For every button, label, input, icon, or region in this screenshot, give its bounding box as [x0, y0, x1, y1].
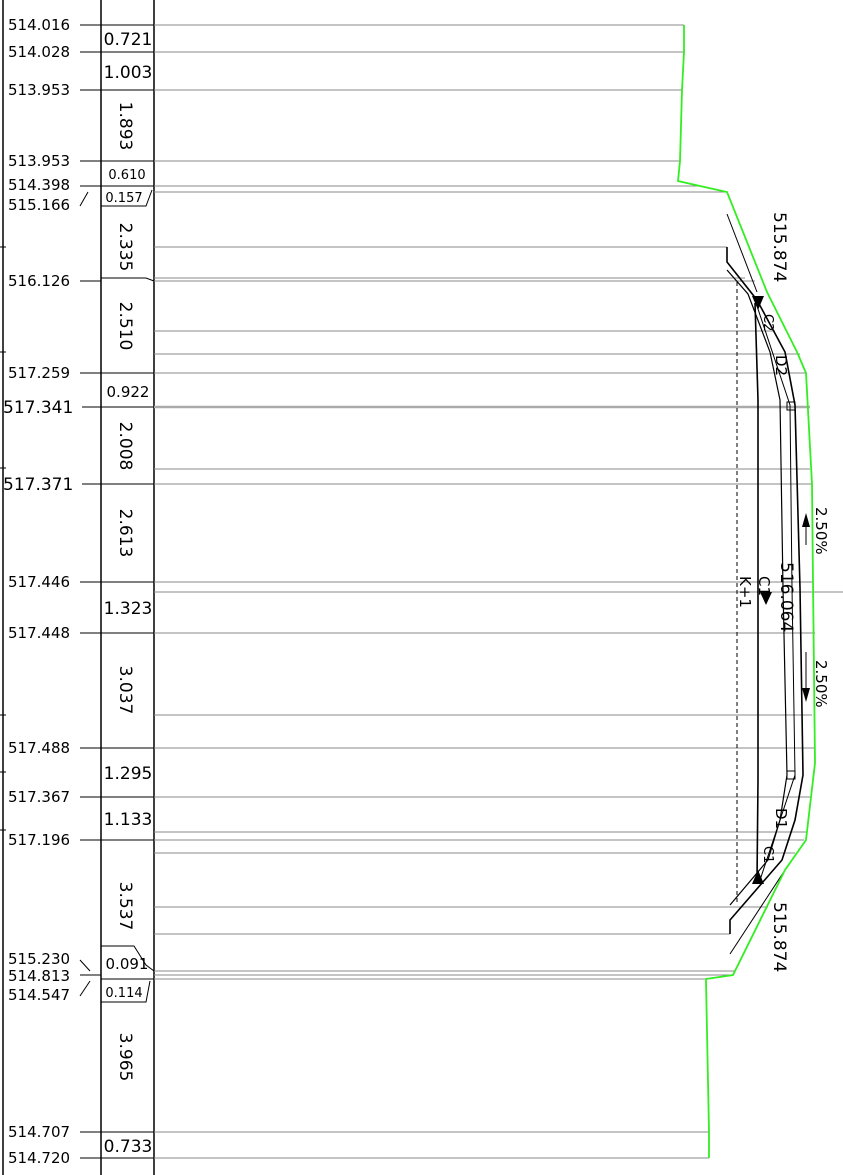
lower-edge-marker	[786, 770, 796, 780]
lower-curb-marker	[752, 870, 764, 884]
top-elevation-label: 515.874	[769, 212, 789, 282]
distance-label: 3.965	[115, 1033, 135, 1082]
elevation-label: 513.953	[8, 81, 70, 99]
center-mark-label: K+1	[736, 576, 754, 608]
distance-label: 0.922	[107, 383, 150, 401]
distance-label: 1.133	[104, 810, 153, 830]
distance-label: 1.295	[104, 764, 153, 784]
elevation-label: 517.196	[8, 831, 70, 849]
column-dividers	[101, 24, 155, 1159]
elevation-label: 514.707	[8, 1123, 70, 1141]
upper-curb-label: C2	[760, 314, 775, 331]
elevation-label: 514.813	[8, 967, 70, 985]
elevation-label: 517.367	[8, 788, 70, 806]
center-elevation-label: 516.064	[776, 562, 796, 632]
distance-label: 3.037	[115, 666, 135, 715]
sub-base-line	[754, 299, 796, 881]
elevation-label: 517.488	[8, 739, 70, 757]
distance-label: 0.157	[105, 191, 142, 206]
elevation-label: 514.016	[8, 16, 70, 34]
lower-curb-label: C1	[760, 846, 775, 863]
elevation-label: 516.126	[8, 272, 70, 290]
lower-cutoff-line	[729, 869, 786, 955]
elevation-label: 517.371	[3, 475, 73, 495]
distance-label: 2.335	[115, 223, 135, 272]
center-tag-label: C1	[755, 576, 773, 596]
distance-label: 2.613	[115, 509, 135, 558]
border-ticks	[0, 246, 6, 831]
distance-label: 1.003	[104, 63, 153, 83]
pavement-outer-line	[726, 247, 804, 934]
distance-label: 0.733	[104, 1137, 153, 1157]
upper-curb-marker	[752, 296, 764, 310]
elevation-label: 517.341	[3, 398, 73, 418]
elevation-label: 515.230	[8, 950, 70, 968]
distance-labels: 0.721 1.003 1.893 0.610 0.157 2.335 2.51…	[104, 30, 153, 1157]
elevation-label: 517.446	[8, 573, 70, 591]
elevation-label: 514.720	[8, 1149, 70, 1167]
elevation-label: 513.953	[8, 152, 70, 170]
base-layer-line	[726, 269, 788, 906]
section-grid-lines	[154, 24, 843, 1159]
distance-label: 1.323	[104, 599, 153, 619]
elevation-label: 514.028	[8, 43, 70, 61]
distance-label: 0.610	[108, 168, 145, 183]
elevation-label: 517.448	[8, 624, 70, 642]
upper-lane-label: D2	[772, 355, 790, 376]
upper-slope-arrowhead	[802, 513, 810, 527]
elevation-label: 515.166	[8, 196, 70, 214]
distance-label: 2.008	[115, 422, 135, 471]
road-annotations: 515.874 515.874 516.064 2.50% 2.50% D2 D…	[736, 212, 830, 972]
elevation-leaders	[79, 24, 101, 1159]
upper-cutoff-line	[726, 213, 758, 293]
ground-line	[677, 25, 816, 1158]
distance-label: 0.114	[105, 986, 142, 1001]
distance-label: 0.721	[104, 30, 153, 50]
upper-edge-marker	[786, 401, 796, 411]
center-marker	[760, 592, 772, 605]
elevation-label: 514.398	[8, 176, 70, 194]
elevation-labels: 514.016 514.028 513.953 513.953 514.398 …	[3, 16, 73, 1167]
distance-label: 1.893	[115, 102, 135, 151]
distance-label: 2.510	[115, 302, 135, 351]
lower-slope-arrowhead	[802, 688, 810, 702]
distance-label: 3.537	[115, 882, 135, 931]
bottom-elevation-label: 515.874	[769, 902, 789, 972]
upper-slope-label: 2.50%	[812, 507, 830, 555]
elevation-label: 517.259	[8, 364, 70, 382]
lower-lane-label: D1	[772, 808, 790, 829]
pavement-inner-line	[754, 302, 759, 881]
lower-slope-label: 2.50%	[812, 660, 830, 708]
elevation-label: 514.547	[8, 986, 70, 1004]
distance-label: 0.091	[106, 955, 149, 973]
